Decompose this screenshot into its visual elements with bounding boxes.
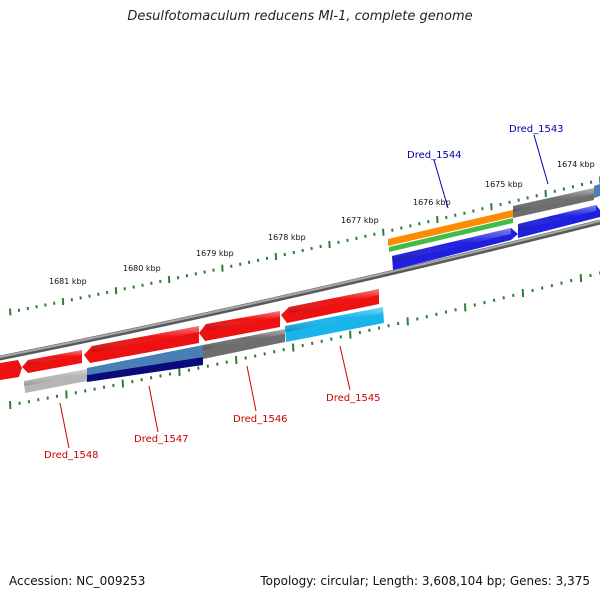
callout-line-dred-1546 (246, 365, 257, 412)
ruler-label-1674: 1674 kbp (557, 160, 595, 169)
gene-label-dred-1547[interactable]: Dred_1547 (134, 434, 189, 445)
topology-text: Topology: circular; Length: 3,608,104 bp… (260, 574, 590, 588)
callout-line-dred-1544 (433, 159, 449, 209)
callout-line-dred-1543 (533, 134, 549, 185)
gene-dred-1544-green[interactable] (389, 218, 513, 252)
ruler-label-1679: 1679 kbp (196, 249, 234, 258)
gene-steel-upper[interactable] (594, 184, 600, 198)
callout-line-dred-1547 (148, 385, 159, 433)
accession-text: Accession: NC_009253 (9, 574, 146, 588)
gene-labels: Dred_1543 Dred_1544 Dred_1545 Dred_1546 … (44, 124, 564, 461)
ruler-label-1677: 1677 kbp (341, 216, 379, 225)
gene-dred-1547-navy[interactable] (87, 357, 203, 382)
ruler-label-1676: 1676 kbp (413, 198, 451, 207)
ruler-labels: 1681 kbp 1680 kbp 1679 kbp 1678 kbp 1677… (49, 160, 595, 286)
ruler-label-1681: 1681 kbp (49, 277, 87, 286)
callout-lines (59, 134, 549, 449)
gene-label-dred-1548[interactable]: Dred_1548 (44, 450, 99, 461)
gene-label-dred-1546[interactable]: Dred_1546 (233, 414, 288, 425)
gene-label-dred-1544[interactable]: Dred_1544 (407, 150, 462, 161)
gene-red-left-edge[interactable] (0, 360, 22, 380)
gene-dred-1544-orange[interactable] (388, 210, 513, 246)
callout-line-dred-1545 (339, 345, 351, 391)
ruler-label-1680: 1680 kbp (123, 264, 161, 273)
gene-dred-1547-steel[interactable] (87, 345, 203, 375)
backbone (0, 219, 600, 361)
outer-ruler (9, 176, 600, 316)
reverse-strand-features (0, 289, 384, 393)
ruler-label-1678: 1678 kbp (268, 233, 306, 242)
inner-ruler (9, 271, 600, 410)
ruler-label-1675: 1675 kbp (485, 180, 523, 189)
gene-label-dred-1545[interactable]: Dred_1545 (326, 393, 381, 404)
forward-strand-features (388, 184, 600, 270)
map-title: Desulfotomaculum reducens MI-1, complete… (127, 9, 473, 24)
gene-label-dred-1543[interactable]: Dred_1543 (509, 124, 564, 135)
callout-line-dred-1548 (59, 402, 70, 449)
